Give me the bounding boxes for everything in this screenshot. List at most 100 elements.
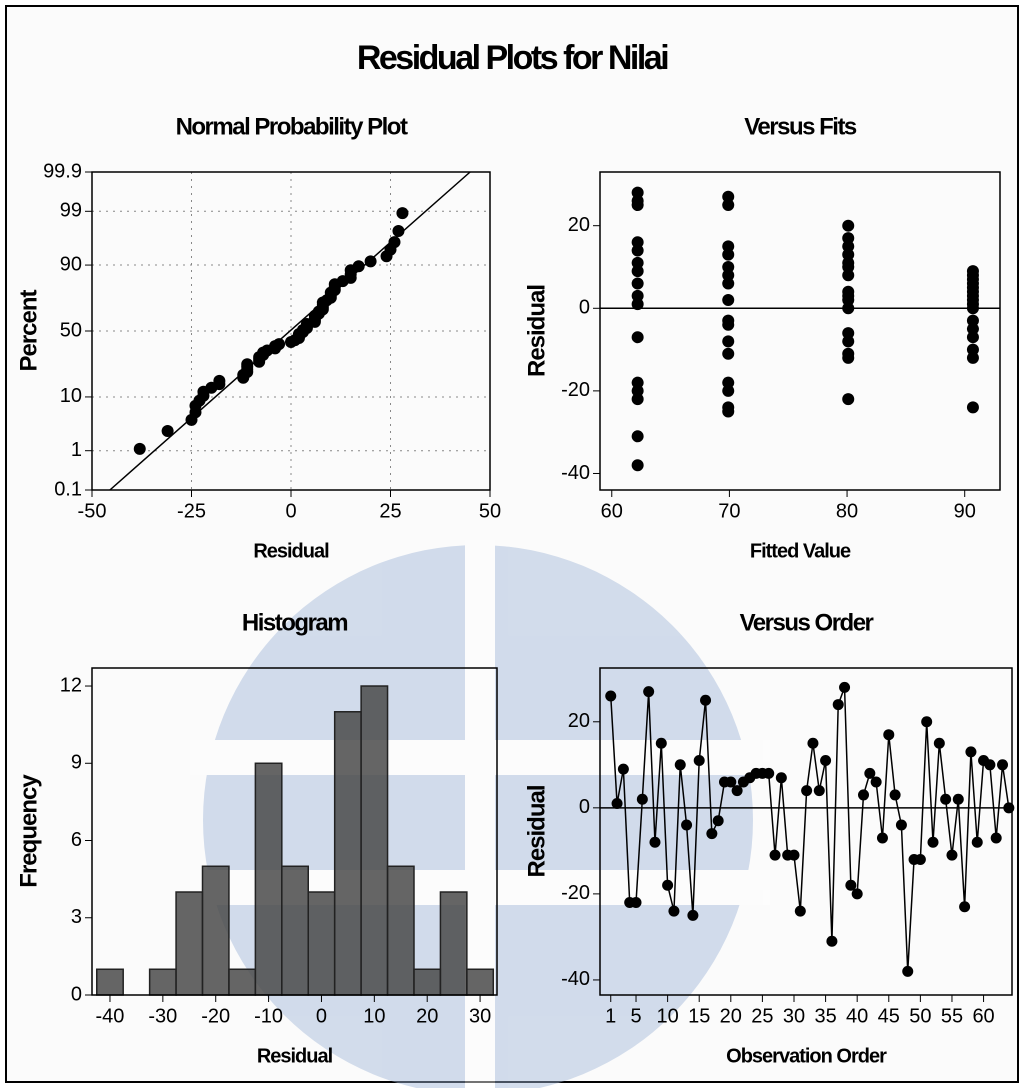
y-tick-label: -20 [561, 379, 590, 401]
point [631, 298, 644, 311]
point [889, 789, 901, 801]
bar [333, 711, 362, 996]
point [842, 351, 855, 364]
y-tick-label: 99 [60, 200, 82, 222]
point [364, 255, 377, 268]
point [213, 374, 226, 387]
point [876, 832, 888, 844]
point [858, 789, 870, 801]
point [631, 277, 644, 290]
point [921, 716, 933, 728]
x-tick-label: 60 [972, 1005, 994, 1027]
point [631, 265, 644, 278]
point [902, 965, 914, 977]
point [984, 759, 996, 771]
x-tick-label: 15 [688, 1005, 710, 1027]
x-tick-label: 80 [836, 500, 858, 522]
point [820, 755, 832, 767]
point [933, 737, 945, 749]
y-tick-label: 99.9 [43, 160, 82, 182]
point [693, 755, 705, 767]
point [788, 849, 800, 861]
x-tick-label: 90 [954, 500, 976, 522]
point [952, 793, 964, 805]
point [842, 260, 855, 273]
point [842, 289, 855, 302]
point [617, 763, 629, 775]
y-tick-label: -40 [561, 462, 590, 484]
point [611, 798, 623, 810]
bar [439, 891, 468, 996]
point [631, 430, 644, 443]
point [966, 351, 979, 364]
plot-title: Histogram [242, 609, 347, 636]
x-axis-label: Observation Order [726, 1045, 887, 1067]
point [966, 331, 979, 344]
point [631, 331, 644, 344]
x-tick-label: 20 [720, 1005, 742, 1027]
point [662, 879, 674, 891]
x-tick-label: 40 [846, 1005, 868, 1027]
x-tick-label: -30 [148, 1005, 177, 1027]
point [832, 699, 844, 711]
point [722, 248, 735, 261]
y-axis-label: Residual [523, 785, 550, 877]
plot-title: Normal Probability Plot [176, 113, 408, 140]
point [883, 729, 895, 741]
y-axis-label: Percent [15, 289, 42, 371]
x-tick-label: 30 [469, 1005, 491, 1027]
point [631, 186, 644, 199]
point [273, 338, 286, 351]
x-tick-label: 0 [285, 500, 296, 522]
point [681, 819, 693, 831]
x-tick-label: 0 [316, 1005, 327, 1027]
point [396, 207, 409, 220]
plot-frame [599, 171, 1001, 491]
point [722, 294, 735, 307]
x-tick-label: 25 [379, 500, 401, 522]
point [722, 240, 735, 253]
x-axis-label: Residual [257, 1045, 333, 1067]
y-axis-label: Frequency [15, 774, 42, 888]
series-line [609, 687, 1010, 972]
point [842, 393, 855, 406]
point [636, 793, 648, 805]
point [842, 327, 855, 340]
point [813, 785, 825, 797]
point [864, 767, 876, 779]
y-tick-label: 12 [60, 674, 82, 696]
point [842, 302, 855, 315]
point [392, 225, 405, 238]
point [763, 767, 775, 779]
point [722, 318, 735, 331]
point [722, 384, 735, 397]
x-tick-label: 10 [363, 1005, 385, 1027]
point [927, 836, 939, 848]
point [241, 358, 254, 371]
bar [201, 865, 230, 996]
x-tick-label: -20 [201, 1005, 230, 1027]
point [712, 815, 724, 827]
point [842, 248, 855, 261]
main-title: Residual Plots for Nilai [357, 39, 668, 77]
point [997, 759, 1009, 771]
x-tick-label: -40 [96, 1005, 125, 1027]
page-border [5, 5, 1019, 1083]
point [842, 232, 855, 245]
point [655, 737, 667, 749]
point [722, 405, 735, 418]
y-tick-label: 90 [60, 253, 82, 275]
y-tick-label: 0 [71, 983, 82, 1005]
x-tick-label: -10 [254, 1005, 283, 1027]
y-tick-label: -40 [561, 968, 590, 990]
bar [466, 968, 495, 996]
point [965, 746, 977, 758]
point [842, 335, 855, 348]
point [133, 442, 146, 455]
x-tick-label: 55 [941, 1005, 963, 1027]
point [966, 298, 979, 311]
y-tick-label: 9 [71, 752, 82, 774]
point [631, 236, 644, 249]
point [722, 269, 735, 282]
point [769, 849, 781, 861]
